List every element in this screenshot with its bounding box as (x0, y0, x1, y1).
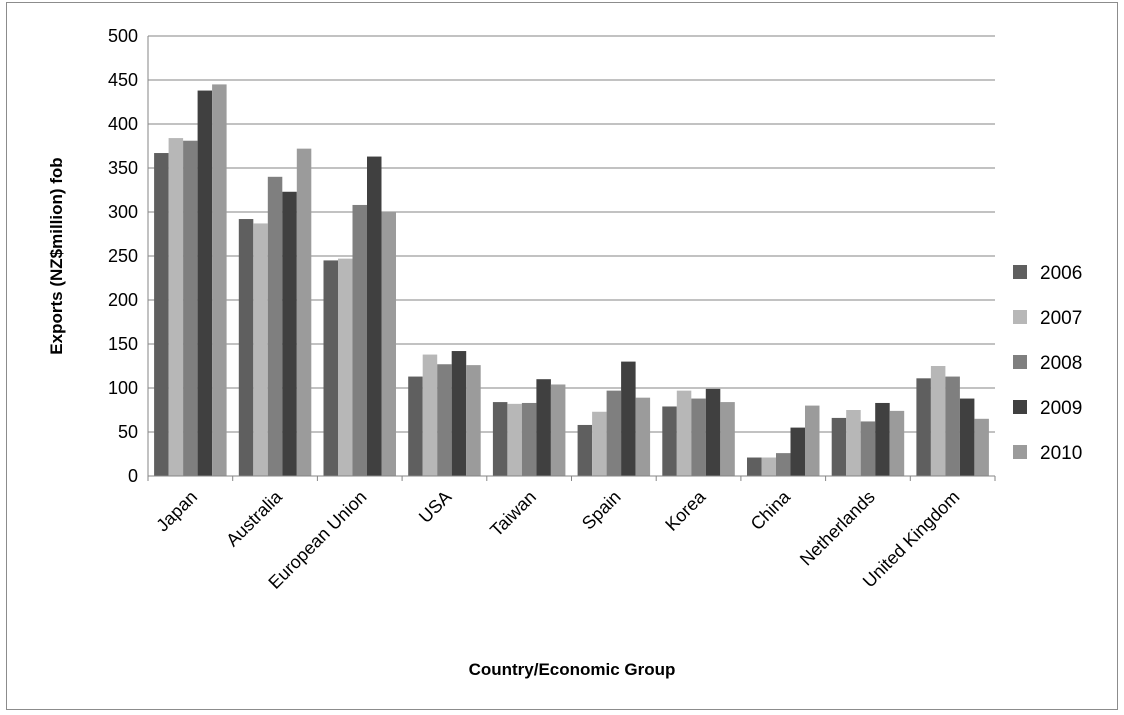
bar (367, 156, 382, 476)
bar (776, 453, 791, 476)
bar (282, 191, 297, 476)
bar (296, 148, 312, 476)
bar (974, 418, 989, 476)
bar (466, 365, 481, 476)
bar (592, 411, 607, 476)
bar (437, 364, 452, 476)
legend-swatch (1013, 355, 1027, 369)
bar (959, 398, 975, 476)
bar (197, 90, 213, 476)
bar (352, 204, 367, 476)
bars (154, 84, 989, 477)
y-tick-label: 50 (118, 422, 138, 442)
bar (253, 223, 268, 476)
bar (831, 417, 847, 476)
axes (147, 36, 996, 481)
bar (238, 219, 254, 477)
x-tick-label: Korea (661, 486, 710, 535)
bar (521, 402, 537, 476)
y-tick-label: 200 (108, 290, 138, 310)
y-tick-label: 300 (108, 202, 138, 222)
bar (889, 410, 905, 476)
x-axis-title: Country/Economic Group (469, 660, 676, 679)
legend-label: 2007 (1040, 308, 1082, 329)
bar (676, 390, 692, 476)
bar (747, 457, 762, 476)
bar (267, 176, 283, 477)
legend-swatch (1013, 400, 1027, 414)
bar (805, 405, 820, 476)
bar (408, 376, 423, 476)
bar (323, 260, 338, 476)
legend-swatch (1013, 445, 1027, 459)
bar (691, 398, 706, 476)
bar (381, 212, 396, 476)
bar (916, 378, 931, 476)
bar (846, 410, 861, 476)
y-tick-label: 450 (108, 70, 138, 90)
bar (183, 140, 198, 476)
legend-label: 2010 (1040, 443, 1082, 464)
x-tick-label: Taiwan (486, 487, 540, 541)
x-tick-label: Spain (578, 487, 625, 534)
legend-swatch (1013, 310, 1027, 324)
y-tick-label: 0 (128, 466, 138, 486)
y-tick-label: 100 (108, 378, 138, 398)
bar (154, 153, 169, 477)
bar (945, 376, 960, 476)
legend-label: 2008 (1040, 353, 1082, 374)
bar (212, 84, 227, 477)
y-tick-label: 150 (108, 334, 138, 354)
y-tick-label: 350 (108, 158, 138, 178)
x-tick-label: Japan (152, 487, 201, 536)
y-tick-label: 500 (108, 26, 138, 46)
bar (536, 379, 551, 476)
bar (451, 351, 467, 476)
bar (338, 258, 353, 476)
bar (422, 354, 438, 476)
bar (860, 421, 876, 476)
y-tick-labels: 0 50 100 150 200 250 300 350 400 450 500 (108, 26, 138, 486)
x-tick-label: Australia (222, 486, 286, 550)
y-tick-label: 400 (108, 114, 138, 134)
bar (577, 424, 593, 476)
bar (507, 403, 522, 476)
bar (761, 457, 776, 476)
bar (168, 138, 184, 476)
bar (720, 402, 735, 476)
legend-label: 2006 (1040, 263, 1082, 284)
bar (550, 384, 566, 476)
bar (875, 402, 890, 476)
bar (492, 402, 508, 476)
bar (705, 388, 721, 476)
legend-swatch (1013, 265, 1027, 279)
bar (621, 361, 636, 476)
x-tick-label: Netherlands (796, 487, 879, 570)
x-tick-label: USA (415, 487, 455, 527)
bar (606, 390, 622, 476)
bar (635, 397, 651, 476)
y-tick-label: 250 (108, 246, 138, 266)
bar (790, 427, 805, 476)
legend-label: 2009 (1040, 398, 1082, 419)
legend: 2006 2007 2008 2009 2010 (1013, 263, 1082, 464)
bar (930, 366, 946, 476)
x-tick-label: China (747, 486, 795, 534)
bar (662, 406, 677, 476)
y-axis-title: Exports (NZ$million) fob (47, 157, 66, 354)
